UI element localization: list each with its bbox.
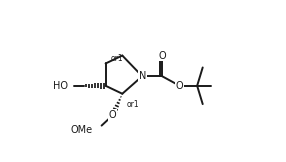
Text: N: N xyxy=(138,71,146,81)
Text: O: O xyxy=(109,110,117,120)
Text: O: O xyxy=(158,51,166,61)
Text: HO: HO xyxy=(53,81,68,91)
Text: or1: or1 xyxy=(127,100,140,109)
Text: or1: or1 xyxy=(110,54,123,63)
Text: OMe: OMe xyxy=(71,125,93,135)
Text: O: O xyxy=(176,81,183,91)
